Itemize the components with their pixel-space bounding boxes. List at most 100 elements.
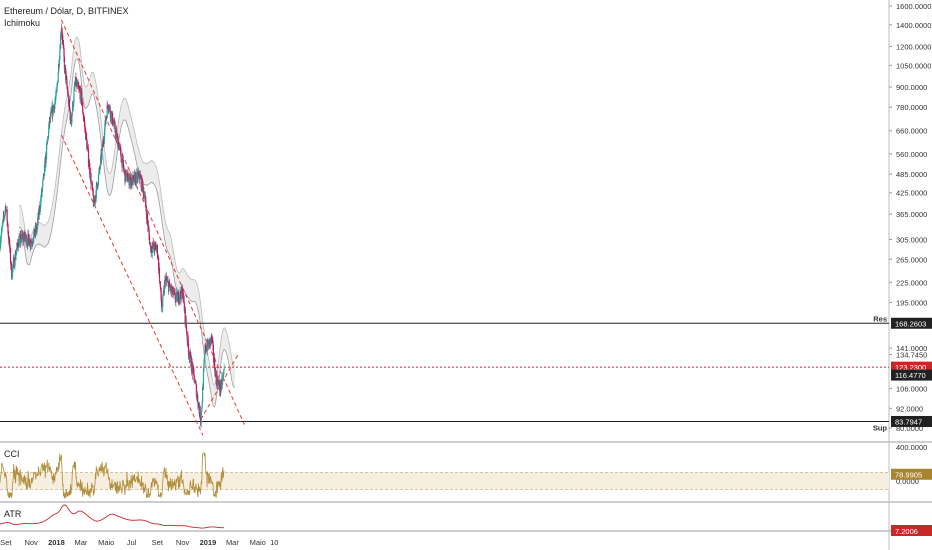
candle-body xyxy=(151,246,154,253)
candle-body xyxy=(144,195,146,198)
candle-body xyxy=(87,149,90,165)
candle-body xyxy=(0,238,2,243)
candle-body xyxy=(220,381,222,392)
candle-body xyxy=(134,173,136,175)
atr-label[interactable]: ATR xyxy=(4,509,22,519)
candle-body xyxy=(165,278,167,285)
candle-body xyxy=(145,197,147,206)
candle-body xyxy=(47,137,49,142)
y-tick-label: 560.0000 xyxy=(896,150,927,159)
candle-body xyxy=(20,240,22,244)
candle-body xyxy=(75,77,77,87)
candle-body xyxy=(105,120,107,125)
candle-body xyxy=(215,370,217,377)
y-tick-label: 265.0000 xyxy=(896,255,927,264)
candle-body xyxy=(189,356,191,359)
candle-body xyxy=(54,101,56,110)
candle-body xyxy=(80,88,82,100)
candle-body xyxy=(39,208,41,211)
y-tick-label: 80.0000 xyxy=(896,424,923,433)
candle-body xyxy=(79,89,81,91)
candle-body xyxy=(116,130,118,139)
x-tick-label: Set xyxy=(0,538,12,547)
candle-body xyxy=(20,234,22,244)
candle-body xyxy=(212,344,215,357)
candle-body xyxy=(99,167,101,170)
candle-body xyxy=(188,354,190,359)
candle-body xyxy=(108,109,110,111)
x-tick-label: 10 xyxy=(270,538,278,547)
candle-body xyxy=(177,292,180,303)
candle-body xyxy=(77,85,80,88)
candle-body xyxy=(30,242,32,245)
candle-body xyxy=(19,238,21,247)
x-tick-label: Maio xyxy=(98,538,114,547)
candle-body xyxy=(218,380,220,387)
candle-body xyxy=(200,411,202,424)
candle-body xyxy=(114,121,116,123)
candle-body xyxy=(5,206,7,211)
candle-body xyxy=(32,241,34,243)
candle-body xyxy=(178,302,180,303)
candle-body xyxy=(78,87,80,90)
candle-body xyxy=(16,242,19,245)
candle-body xyxy=(4,214,6,218)
candle-body xyxy=(84,127,86,129)
candle-body xyxy=(169,282,171,287)
cci-tick-label: 400.0000 xyxy=(896,443,927,452)
candle-body xyxy=(204,344,207,352)
candle-body xyxy=(119,146,122,149)
candle-body xyxy=(117,136,119,148)
candle-body xyxy=(16,242,18,248)
candle-body xyxy=(126,172,129,182)
candle-body xyxy=(45,144,48,160)
trend-line xyxy=(60,134,204,436)
candle-body xyxy=(171,290,173,292)
candle-body xyxy=(38,206,41,215)
candle-body xyxy=(57,73,59,83)
candle-body xyxy=(160,286,162,289)
candle-body xyxy=(50,110,52,114)
candle-body xyxy=(147,220,149,227)
candle-body xyxy=(42,176,44,181)
cci-value-label: 78.9905 xyxy=(895,470,922,479)
candle-body xyxy=(63,56,66,70)
candle-body xyxy=(127,177,129,181)
candle-body xyxy=(106,104,108,119)
candle-body xyxy=(194,380,197,383)
candle-body xyxy=(106,104,109,107)
price-tag-label: 83.7947 xyxy=(895,417,922,426)
candle-body xyxy=(146,213,149,221)
candle-body xyxy=(102,140,104,147)
candle-body xyxy=(167,280,169,283)
candle-body xyxy=(56,82,58,87)
candle-body xyxy=(53,105,55,112)
candle-body xyxy=(72,102,75,108)
candle-body xyxy=(160,288,162,299)
x-tick-label: 2019 xyxy=(200,538,217,547)
candle-body xyxy=(159,281,161,287)
candle-body xyxy=(109,105,111,113)
candle-body xyxy=(90,181,92,185)
candle-body xyxy=(127,180,129,182)
candle-body xyxy=(12,260,14,267)
candle-body xyxy=(1,227,3,234)
candle-body xyxy=(61,32,63,40)
y-tick-label: 425.0000 xyxy=(896,189,927,198)
indicator-label[interactable]: Ichimoku xyxy=(4,18,41,28)
candle-body xyxy=(104,120,106,129)
symbol-title[interactable]: Ethereum / Dólar, D, BITFINEX xyxy=(4,6,129,16)
candle-body xyxy=(11,263,13,279)
candle-body xyxy=(197,394,199,402)
candle-body xyxy=(9,248,12,262)
candle-body xyxy=(142,180,144,187)
candle-body xyxy=(41,189,43,198)
candle-body xyxy=(91,182,93,189)
candle-body xyxy=(199,418,202,421)
cci-label[interactable]: CCI xyxy=(4,449,20,459)
candle-body xyxy=(86,138,88,149)
candle-body xyxy=(71,116,73,123)
candle-body xyxy=(80,88,82,90)
candle-body xyxy=(21,234,23,241)
